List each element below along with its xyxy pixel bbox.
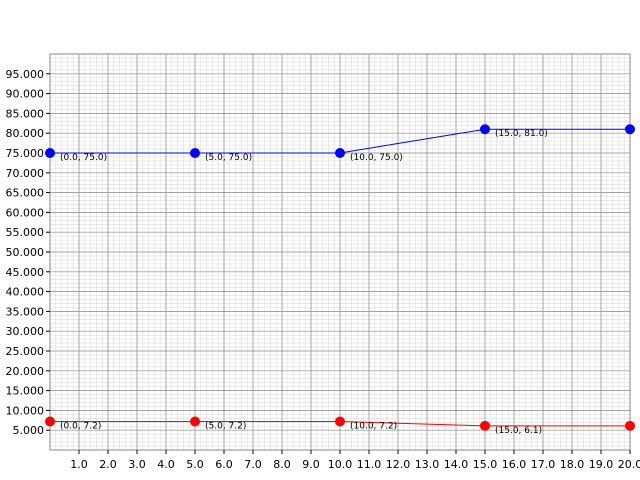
x-tick-label: 17.0 [531, 458, 556, 471]
x-tick-label: 10.0 [328, 458, 353, 471]
y-tick-label: 45.000 [6, 266, 45, 279]
series-1: (0.0, 75.0) (5.0, 75.0) (10.0, 75.0) (15.0,… [45, 124, 635, 163]
data-point [335, 416, 345, 427]
y-tick-label: 15.000 [6, 385, 45, 398]
y-tick-label: 20.000 [6, 365, 45, 378]
x-tick-label: 20.0 [618, 458, 640, 471]
y-tick-label: 25.000 [6, 345, 45, 358]
x-tick-label: 11.0 [357, 458, 382, 471]
x-tick-label: 5.0 [186, 458, 204, 471]
data-label: (5.0, 7.2) [205, 421, 246, 431]
series-layer: (0.0, 75.0) (5.0, 75.0) (10.0, 75.0) (15.0,… [45, 124, 635, 436]
x-tick-label: 3.0 [128, 458, 146, 471]
x-tick-label: 7.0 [244, 458, 262, 471]
x-tick-label: 15.0 [473, 458, 498, 471]
y-tick-label: 90.000 [6, 88, 45, 101]
y-tick-label: 60.000 [6, 206, 45, 219]
data-point [190, 416, 200, 427]
x-tick-label: 16.0 [502, 458, 527, 471]
x-tick-label: 9.0 [302, 458, 320, 471]
x-tick-label: 19.0 [589, 458, 614, 471]
data-point [480, 420, 490, 431]
y-tick-label: 70.000 [6, 167, 45, 180]
y-tick-label: 10.000 [6, 404, 45, 417]
x-axis-ticks: 1.0 2.0 3.0 4.0 5.0 6.0 7.0 8.0 9.0 10.0 11.0 12.0 1… [70, 450, 640, 471]
x-tick-label: 8.0 [273, 458, 291, 471]
series-2: (0.0, 7.2) (5.0, 7.2) (10.0, 7.2) (15.0, 6.… [45, 416, 635, 436]
data-label: (15.0, 81.0) [495, 129, 548, 139]
data-point [45, 148, 55, 158]
major-grid [49, 53, 631, 451]
y-tick-label: 75.000 [6, 147, 45, 160]
data-point [480, 124, 490, 135]
y-tick-label: 65.000 [6, 187, 45, 200]
data-point [335, 148, 345, 158]
data-point [625, 124, 635, 135]
data-label: (10.0, 7.2) [350, 421, 397, 431]
y-axis-ticks: 5.000 10.000 15.000 20.000 25.000 30.000 35.00… [6, 68, 50, 437]
y-tick-label: 50.000 [6, 246, 45, 259]
x-tick-label: 18.0 [560, 458, 585, 471]
data-point [625, 420, 635, 431]
x-tick-label: 14.0 [444, 458, 469, 471]
data-label: (0.0, 7.2) [60, 421, 101, 431]
y-tick-label: 5.000 [13, 424, 45, 437]
data-label: (0.0, 75.0) [60, 153, 107, 163]
y-tick-label: 80.000 [6, 127, 45, 140]
x-tick-label: 2.0 [99, 458, 117, 471]
data-label: (10.0, 75.0) [350, 153, 403, 163]
x-tick-label: 6.0 [215, 458, 233, 471]
y-tick-label: 85.000 [6, 107, 45, 120]
x-tick-label: 13.0 [415, 458, 440, 471]
y-tick-label: 35.000 [6, 305, 45, 318]
y-tick-label: 40.000 [6, 286, 45, 299]
x-tick-label: 1.0 [70, 458, 88, 471]
y-tick-label: 30.000 [6, 325, 45, 338]
x-tick-label: 12.0 [386, 458, 411, 471]
data-point [45, 416, 55, 427]
y-tick-label: 55.000 [6, 226, 45, 239]
x-tick-label: 4.0 [157, 458, 175, 471]
data-point [190, 148, 200, 158]
y-tick-label: 95.000 [6, 68, 45, 81]
data-label: (15.0, 6.1) [495, 426, 542, 436]
data-label: (5.0, 75.0) [205, 153, 252, 163]
